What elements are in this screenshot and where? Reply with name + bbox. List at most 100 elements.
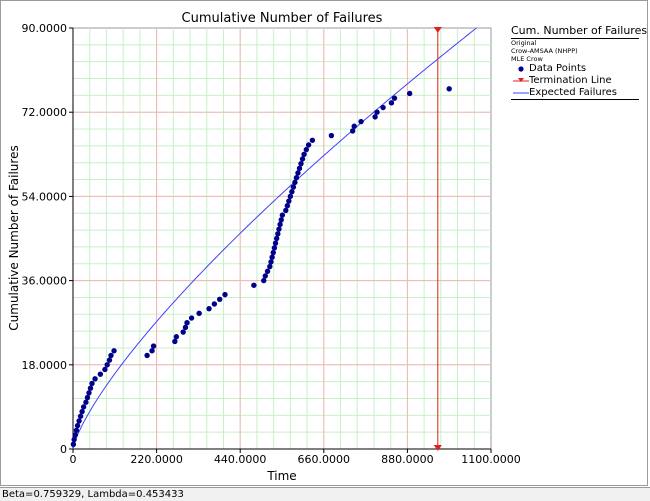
data-point	[358, 118, 364, 125]
data-point	[298, 160, 304, 167]
data-point	[301, 151, 307, 157]
legend: Cum. Number of Failures Original Crow-AM…	[511, 24, 647, 100]
data-point	[84, 394, 91, 401]
major-grid	[73, 28, 491, 449]
data-point	[276, 226, 282, 232]
data-point	[278, 217, 284, 223]
data-point	[222, 291, 228, 298]
legend-label-expected-failures: Expected Failures	[529, 87, 617, 98]
data-point	[111, 348, 117, 354]
data-point	[287, 193, 294, 200]
legend-line-method: MLE Crow	[511, 55, 543, 63]
legend-entry-termination-line: Termination Line	[511, 75, 639, 87]
data-point	[80, 404, 87, 410]
data-point	[292, 179, 298, 186]
expected-failures-line	[72, 27, 477, 450]
chart: 0 220.0000 440.0000 660.0000 880.0000 1100.00…	[7, 11, 521, 483]
y-tick-label: 0	[60, 443, 67, 456]
data-point	[388, 100, 395, 106]
data-point	[406, 90, 413, 97]
data-point	[264, 268, 271, 274]
plot-area	[72, 27, 492, 450]
legend-entry-data-points: Data Points	[511, 63, 639, 75]
data-point	[188, 315, 195, 321]
data-point	[372, 114, 378, 120]
x-tick-label: 440.0000	[214, 453, 267, 466]
axes	[69, 27, 492, 453]
data-point	[328, 132, 335, 139]
data-point	[79, 408, 85, 415]
data-point	[150, 343, 157, 349]
termination-line	[433, 27, 442, 451]
data-point	[295, 170, 301, 176]
legend-line-model: Crow-AMSAA (NHPP)	[511, 47, 578, 55]
data-point	[184, 320, 190, 326]
data-point	[106, 357, 113, 363]
data-point	[211, 301, 218, 307]
data-point	[349, 128, 356, 134]
data-point	[293, 174, 300, 181]
legend-line-original: Original	[511, 39, 537, 47]
data-point	[251, 282, 257, 288]
data-point	[172, 338, 178, 345]
data-point	[87, 385, 94, 391]
data-point	[446, 86, 452, 92]
data-point	[269, 254, 275, 260]
y-tick-label: 72.0000	[22, 106, 68, 119]
data-point	[374, 109, 380, 115]
data-point	[268, 259, 274, 265]
data-point	[216, 296, 223, 303]
x-tick-label: 220.0000	[130, 453, 183, 466]
data-point	[286, 198, 292, 204]
data-point	[305, 142, 312, 148]
data-point	[97, 371, 104, 377]
termination-marker-bottom	[433, 445, 442, 451]
expected-failures-curve	[72, 27, 477, 450]
data-point	[351, 123, 357, 129]
tick-labels: 0 220.0000 440.0000 660.0000 880.0000 1100.00…	[22, 22, 521, 466]
data-point	[76, 418, 82, 424]
chart-title: Cumulative Number of Failures	[182, 11, 383, 26]
x-axis-label: Time	[266, 469, 296, 483]
data-point	[296, 165, 303, 172]
data-point	[380, 104, 386, 111]
x-tick-label: 660.0000	[298, 453, 351, 466]
status-bar: Beta=0.759329, Lambda=0.453433	[0, 487, 650, 501]
data-point	[173, 334, 180, 340]
data-point	[108, 352, 114, 359]
legend-entry-expected-failures: Expected Failures	[511, 87, 639, 100]
data-points	[70, 86, 452, 448]
x-tick-label: 1100.0000	[461, 453, 521, 466]
data-point	[72, 432, 78, 438]
data-point	[77, 413, 84, 419]
data-point	[89, 380, 95, 387]
x-tick-label: 0	[70, 453, 77, 466]
data-point	[74, 422, 81, 429]
data-point	[92, 376, 98, 382]
data-point	[303, 146, 310, 153]
data-point	[277, 221, 283, 228]
data-point	[267, 263, 273, 270]
data-point	[70, 441, 77, 448]
data-point	[104, 362, 110, 368]
data-point	[273, 235, 280, 242]
data-point	[71, 436, 77, 443]
termination-line-icon	[513, 78, 529, 82]
data-point	[309, 137, 316, 143]
y-tick-label: 54.0000	[22, 190, 68, 203]
data-point	[262, 273, 268, 279]
legend-label-termination-line: Termination Line	[529, 75, 612, 86]
y-tick-label: 36.0000	[22, 275, 68, 288]
termination-marker-top	[433, 27, 442, 33]
y-tick-label: 90.0000	[22, 22, 68, 35]
data-point	[283, 207, 289, 214]
data-point	[86, 390, 92, 396]
data-point	[284, 203, 291, 209]
data-point	[299, 156, 306, 162]
expected-failures-line-icon	[513, 92, 529, 94]
data-point	[271, 245, 278, 251]
data-point	[289, 189, 295, 195]
data-point	[272, 240, 279, 246]
y-axis-label: Cumulative Number of Failures	[7, 145, 21, 330]
data-point	[144, 352, 150, 359]
